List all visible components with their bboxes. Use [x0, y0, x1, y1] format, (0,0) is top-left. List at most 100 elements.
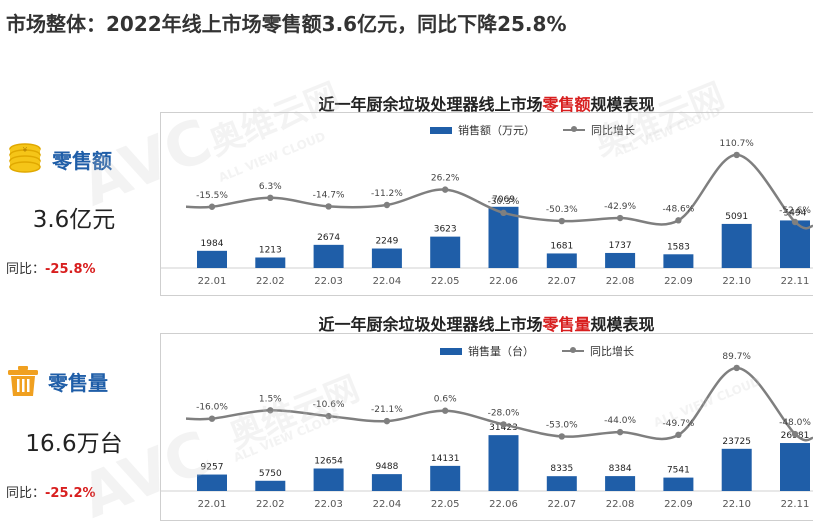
chart1-x-tick-label: 22.11 — [781, 276, 810, 287]
chart2-growth-label: -21.1% — [371, 405, 403, 415]
chart1-growth-point — [208, 203, 216, 210]
chart1-title-prefix: 近一年厨余垃圾处理器线上市场 — [318, 95, 543, 114]
chart1-title-suffix: 规模表现 — [590, 95, 655, 114]
chart2-growth-point — [442, 407, 449, 414]
chart1-growth-label: -50.3% — [546, 205, 578, 215]
chart2-x-tick-label: 22.06 — [489, 499, 518, 510]
chart2-bar-label: 12654 — [314, 457, 343, 467]
chart2-growth-label: 0.6% — [434, 395, 457, 405]
chart2-x-tick-label: 22.10 — [722, 499, 751, 510]
chart2-bar-label: 8335 — [550, 464, 573, 474]
legend-bar-swatch — [440, 347, 462, 355]
chart2-title-highlight: 零售量 — [542, 315, 591, 334]
chart1-bar — [488, 206, 519, 268]
chart2-title-prefix: 近一年厨余垃圾处理器线上市场 — [318, 315, 543, 334]
kpi-sales-amount-value: 3.6亿元 — [32, 207, 116, 233]
chart1-bar-label: 3623 — [434, 225, 457, 235]
chart2-growth-label: -10.6% — [313, 400, 345, 410]
chart2-bar-label: 23725 — [722, 437, 751, 447]
legend-line-label: 同比增长 — [590, 345, 634, 358]
chart2-bar-label: 8384 — [609, 464, 632, 474]
chart1-growth-label: -15.5% — [196, 191, 228, 201]
chart1-bar — [197, 250, 227, 268]
chart2-bar — [780, 443, 810, 491]
legend-bar-label: 销售额（万元） — [458, 124, 535, 137]
legend-bar-swatch — [430, 126, 452, 134]
chart1-growth-label: -48.6% — [662, 204, 694, 214]
chart2-growth-point — [791, 430, 799, 438]
chart1-x-tick-label: 22.10 — [722, 276, 751, 287]
chart1-bar-label: 1737 — [609, 241, 632, 251]
chart2-x-tick-label: 22.05 — [431, 499, 460, 510]
chart2-bar — [721, 448, 752, 491]
chart1-growth-point — [733, 151, 740, 159]
chart2-bar-label: 31423 — [489, 423, 518, 433]
chart1-x-tick-label: 22.05 — [431, 276, 460, 287]
chart2-growth-label: -48.0% — [779, 418, 811, 428]
kpi-sales-volume-yoy: 同比：-25.2% — [6, 482, 96, 501]
trash-bin-icon — [8, 366, 38, 396]
chart1-growth-label: -30.3% — [488, 197, 520, 207]
chart1-x-tick-label: 22.07 — [547, 276, 576, 287]
chart2-growth-point — [733, 364, 740, 372]
chart1-bar-label: 2249 — [375, 237, 398, 247]
chart1-bar — [371, 248, 402, 268]
chart1-legend: 销售额（万元） 同比增长 — [430, 122, 635, 138]
legend-line-label: 同比增长 — [591, 124, 635, 137]
chart1-x-tick-label: 22.02 — [256, 276, 285, 287]
chart2-bar — [663, 477, 694, 491]
chart1-plot: 1984 22.01 1213 22.02 2674 22.03 2249 22.04 3623… — [160, 139, 813, 287]
chart2-growth-point — [208, 415, 216, 422]
kpi-sales-amount-yoy: 同比：-25.8% — [6, 258, 96, 277]
chart2-bar-label: 9488 — [375, 462, 398, 472]
kpi-sales-amount-label: 零售额 — [52, 148, 112, 173]
chart2-bar — [430, 465, 461, 491]
chart1-bar-label: 1984 — [201, 239, 224, 249]
chart1-growth-point — [383, 201, 391, 209]
chart2-growth-point — [675, 431, 682, 439]
chart1-growth-label: -14.7% — [313, 190, 345, 200]
chart2-title: 近一年厨余垃圾处理器线上市场零售量规模表现 — [160, 311, 813, 335]
chart2-growth-label: -44.0% — [604, 416, 636, 426]
kpi-yoy-value: -25.8% — [45, 262, 96, 277]
chart2-plot: 9257 22.01 5750 22.02 12654 22.03 9488 22.04 141… — [160, 352, 813, 510]
chart2-x-tick-label: 22.11 — [781, 499, 810, 510]
chart1-bar — [546, 253, 577, 268]
chart2-bar — [488, 435, 519, 491]
chart1-bar — [605, 252, 636, 268]
chart2-bar — [313, 468, 344, 491]
chart2-growth-point — [267, 407, 274, 414]
chart1-x-tick-label: 22.06 — [489, 276, 518, 287]
chart1-x-tick-label: 22.09 — [664, 276, 693, 287]
chart1-bar-label: 1681 — [550, 241, 573, 251]
chart1-x-tick-label: 22.08 — [606, 276, 635, 287]
kpi-yoy-label: 同比： — [6, 262, 46, 277]
chart1-bar-label: 5091 — [725, 212, 748, 222]
legend-line-swatch — [563, 126, 585, 132]
chart2-growth-label: 89.7% — [722, 352, 751, 362]
chart1-title-highlight: 零售额 — [542, 95, 591, 114]
chart1-bar-label: 7069 — [492, 195, 515, 205]
chart1-growth-point — [500, 209, 507, 217]
chart2-bar — [605, 476, 636, 491]
chart1-growth-point — [616, 214, 624, 222]
chart2-growth-label: -16.0% — [196, 403, 228, 413]
chart1-x-tick-label: 22.04 — [373, 276, 402, 287]
chart2-bar — [546, 476, 577, 491]
chart2-growth-point — [558, 433, 565, 440]
page-title: 市场整体：2022年线上市场零售额3.6亿元，同比下降25.8% — [6, 12, 567, 36]
svg-text:¥: ¥ — [23, 146, 28, 154]
chart1-x-tick-label: 22.03 — [314, 276, 343, 287]
chart2-bar-label: 5750 — [259, 469, 282, 479]
chart2-bar-label: 9257 — [201, 463, 224, 473]
chart1-growth-point — [791, 218, 799, 226]
chart1-growth-point — [558, 217, 565, 225]
chart1-growth-label: -42.9% — [604, 202, 636, 212]
chart1-growth-label: 110.7% — [720, 139, 755, 149]
chart1-growth-label: 6.3% — [259, 182, 282, 192]
kpi-sales-volume-value: 16.6万台 — [25, 431, 123, 457]
chart1-bar-label: 5494 — [784, 208, 807, 218]
chart2-growth-label: 1.5% — [259, 394, 282, 404]
chart1-bar — [255, 257, 286, 268]
chart2-growth-point — [616, 428, 624, 436]
